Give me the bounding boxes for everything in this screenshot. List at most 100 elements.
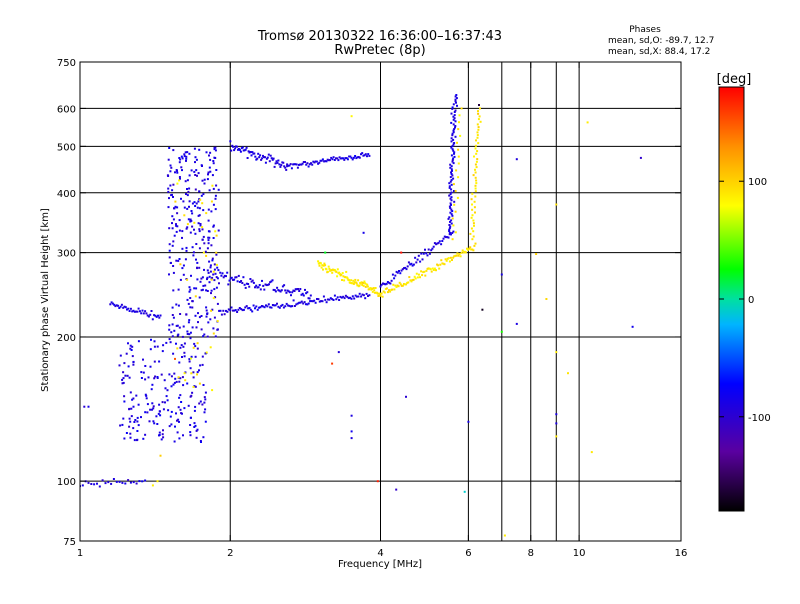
data-point xyxy=(158,434,161,436)
data-point xyxy=(244,148,247,151)
data-point xyxy=(213,316,216,319)
data-point xyxy=(302,302,305,305)
data-point xyxy=(450,199,453,202)
data-point xyxy=(195,202,198,205)
data-point xyxy=(293,305,296,307)
data-point xyxy=(350,156,353,159)
data-point xyxy=(500,273,503,276)
data-point xyxy=(454,231,457,234)
data-point xyxy=(172,316,175,319)
data-point xyxy=(201,403,204,406)
data-point xyxy=(413,275,416,278)
data-point xyxy=(468,247,471,250)
data-point xyxy=(311,300,314,303)
data-point xyxy=(471,248,474,251)
data-point xyxy=(349,296,352,299)
data-point xyxy=(192,254,195,257)
data-point xyxy=(362,154,365,157)
data-point xyxy=(405,268,408,271)
data-point xyxy=(193,426,196,428)
data-point xyxy=(256,157,259,160)
data-point xyxy=(216,328,219,331)
data-point xyxy=(500,330,503,333)
data-point xyxy=(168,273,170,276)
data-point xyxy=(156,480,159,483)
axis-ticks: 1 2 4 6 8 10 16 75 100 200 300 400 500 600 750 xyxy=(57,58,687,559)
data-point xyxy=(149,313,152,316)
data-point xyxy=(300,293,303,296)
data-point xyxy=(191,202,194,205)
data-point xyxy=(455,254,458,257)
data-point xyxy=(451,232,454,234)
data-point xyxy=(177,376,180,379)
data-point xyxy=(448,228,451,231)
data-point xyxy=(306,291,309,294)
data-point xyxy=(115,480,118,483)
data-point xyxy=(357,156,360,158)
data-point xyxy=(424,274,427,277)
data-point xyxy=(364,282,367,285)
data-point xyxy=(196,278,199,281)
data-point xyxy=(258,306,261,309)
data-point xyxy=(101,479,104,482)
data-point xyxy=(555,413,558,416)
data-point xyxy=(181,267,184,270)
data-point xyxy=(449,231,451,234)
data-point xyxy=(175,230,178,233)
data-point xyxy=(111,302,114,305)
data-point xyxy=(201,238,204,241)
data-point xyxy=(194,188,197,191)
data-point xyxy=(142,437,145,440)
data-point xyxy=(335,270,338,273)
data-point xyxy=(363,280,366,283)
data-point xyxy=(209,170,212,173)
data-point xyxy=(171,306,174,309)
data-point xyxy=(429,268,432,271)
data-point xyxy=(201,226,204,229)
data-point xyxy=(345,157,348,160)
data-point xyxy=(179,158,182,161)
data-point xyxy=(201,355,204,358)
data-point xyxy=(450,171,452,174)
data-point xyxy=(176,171,179,174)
data-point xyxy=(401,284,404,287)
data-point xyxy=(322,295,325,298)
data-point xyxy=(475,166,478,169)
data-point xyxy=(452,118,455,121)
data-point xyxy=(129,432,132,435)
data-point xyxy=(162,436,165,439)
data-point xyxy=(385,282,388,285)
data-point xyxy=(194,156,197,159)
data-point xyxy=(202,335,205,338)
data-point xyxy=(376,292,379,295)
data-point xyxy=(129,391,132,394)
data-point xyxy=(193,287,196,290)
data-point xyxy=(238,281,241,283)
data-point xyxy=(204,391,207,394)
data-point xyxy=(453,142,456,144)
data-point xyxy=(457,148,460,151)
data-point xyxy=(119,305,122,308)
data-point xyxy=(337,351,340,354)
x-tick-label: 6 xyxy=(465,548,471,559)
data-point xyxy=(209,158,212,161)
data-point xyxy=(245,146,248,149)
data-point xyxy=(369,287,372,290)
y-tick-label: 600 xyxy=(57,104,76,115)
data-point xyxy=(314,301,317,304)
data-point xyxy=(282,161,285,164)
x-tick-label: 4 xyxy=(377,548,383,559)
data-point xyxy=(140,377,143,379)
data-point xyxy=(277,289,280,292)
data-point xyxy=(163,379,166,382)
data-point xyxy=(188,152,191,155)
data-point xyxy=(214,149,217,152)
data-point xyxy=(360,153,362,156)
data-point xyxy=(349,155,352,158)
data-point xyxy=(448,205,451,208)
data-point xyxy=(371,287,374,290)
data-point xyxy=(321,300,324,303)
data-point xyxy=(452,157,455,160)
data-point xyxy=(236,145,238,148)
